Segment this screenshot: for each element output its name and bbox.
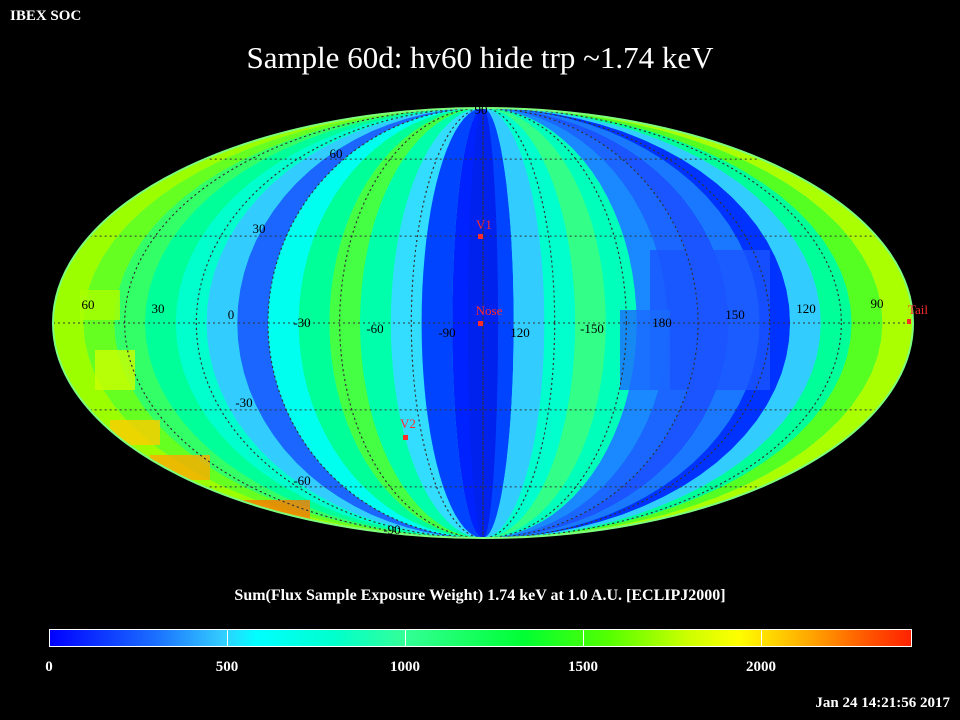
map-title: Sample 60d: hv60 hide trp ~1.74 keV — [246, 40, 714, 75]
flux-band — [268, 108, 483, 538]
lon-label-180: 180 — [652, 315, 672, 330]
lat-label-m60: -60 — [293, 473, 310, 488]
flux-band — [483, 108, 637, 538]
colorbar-label-1000: 1000 — [390, 659, 420, 675]
lon-label-m30: -30 — [293, 315, 310, 330]
marker-label-v1: V1 — [476, 217, 492, 232]
lon-label-m90: -90 — [438, 325, 455, 340]
lon-label-150: 150 — [725, 307, 745, 322]
colorbar-label-2000: 2000 — [746, 659, 776, 675]
meridian-line — [410, 108, 556, 538]
colorbar-tick-2000 — [761, 629, 762, 647]
colorbar-tick-1000 — [405, 629, 406, 647]
flux-cell — [95, 350, 135, 390]
colorbar-tick-500 — [227, 629, 228, 647]
lat-label-m90: -90 — [383, 522, 400, 537]
timestamp: Jan 24 14:21:56 2017 — [815, 695, 950, 711]
flux-cell — [110, 420, 160, 445]
lon-label-120a: 120 — [510, 325, 530, 340]
lon-label-0: 0 — [228, 307, 235, 322]
colorbar-label-0: 0 — [45, 659, 53, 675]
colorbar — [49, 629, 912, 647]
flux-band — [483, 108, 606, 538]
meridian-line — [124, 108, 842, 538]
marker-tail — [907, 319, 911, 324]
lon-label-120b: 120 — [796, 301, 816, 316]
flux-band — [483, 108, 576, 538]
lat-label-60: 60 — [330, 146, 343, 161]
marker-v1 — [478, 234, 483, 239]
colorbar-label-500: 500 — [215, 659, 239, 675]
flux-band — [329, 108, 483, 538]
map-grid — [53, 108, 913, 538]
lat-label-m30: -30 — [235, 395, 252, 410]
flux-band — [390, 108, 483, 538]
marker-nose — [478, 321, 483, 326]
lon-label-m150: -150 — [580, 321, 604, 336]
flux-band — [483, 108, 668, 538]
marker-label-nose: Nose — [476, 303, 503, 318]
meridian-line — [195, 108, 771, 538]
lat-label-90: 90 — [475, 102, 488, 117]
lon-label-90: 90 — [871, 296, 884, 311]
marker-v2 — [403, 435, 408, 440]
colorbar-title: Sum(Flux Sample Exposure Weight) 1.74 ke… — [234, 587, 726, 604]
colorbar-label-1500: 1500 — [568, 659, 598, 675]
flux-band — [298, 108, 483, 538]
lon-label-30: 30 — [152, 301, 165, 316]
flux-band — [483, 108, 698, 538]
lon-label-m60: -60 — [366, 321, 383, 336]
marker-label-v2: V2 — [400, 416, 416, 431]
colorbar-tick-1500 — [583, 629, 584, 647]
flux-cell — [80, 290, 120, 320]
meridian-line — [339, 108, 627, 538]
meridian-line — [267, 108, 699, 538]
marker-label-tail: Tail — [908, 302, 928, 317]
org-label: IBEX SOC — [10, 8, 82, 24]
lon-label-60: 60 — [82, 297, 95, 312]
lat-label-30: 30 — [253, 221, 266, 236]
flux-band — [360, 108, 483, 538]
